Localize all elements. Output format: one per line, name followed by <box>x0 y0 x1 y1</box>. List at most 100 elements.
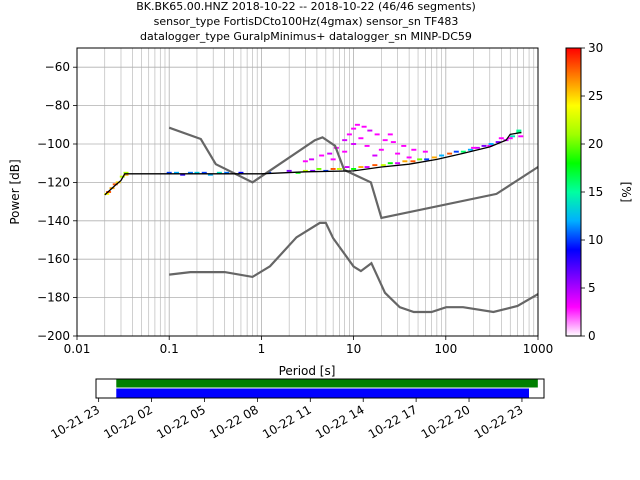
mode-line <box>104 131 522 196</box>
psd-cell <box>378 148 384 151</box>
psd-cell <box>266 171 272 174</box>
psd-cell <box>351 143 357 145</box>
title-line-2: sensor_type FortisDCto100Hz(4gmax) senso… <box>154 15 459 28</box>
timeline-ticks: 10-21 23 10-22 02 10-22 05 10-22 08 10-22 11… <box>48 398 525 442</box>
psd-cell <box>174 171 180 174</box>
psd-cell <box>119 175 125 178</box>
timeline-tick-label: 10-22 02 <box>101 402 155 441</box>
psd-cell <box>166 171 172 174</box>
psd-cell <box>123 171 129 174</box>
psd-cell <box>330 168 336 170</box>
psd-cell <box>510 135 516 138</box>
psd-cell <box>346 133 352 136</box>
x-tick-label: 0.1 <box>160 342 179 356</box>
psd-cell <box>401 144 407 147</box>
psd-cell <box>410 160 416 163</box>
psd-cell <box>367 129 373 132</box>
psd-cell <box>112 183 118 186</box>
psd-cell <box>417 158 423 161</box>
psd-cell <box>411 148 417 151</box>
y-tick-label: −60 <box>45 60 70 74</box>
timeline-bars <box>116 379 538 398</box>
psd-cell <box>516 129 522 132</box>
psd-cell <box>286 169 292 172</box>
psd-cell <box>342 150 348 153</box>
colorbar-tick-label: 10 <box>588 233 603 247</box>
x-tick-label: 100 <box>434 342 457 356</box>
psd-cell <box>310 169 316 172</box>
timeline-tick-label: 10-22 17 <box>366 402 420 441</box>
psd-cell <box>302 160 308 163</box>
psd-cell <box>364 166 370 168</box>
psd-cell <box>495 141 501 144</box>
psd-cell <box>295 171 301 174</box>
timeline-bar <box>116 379 538 388</box>
colorbar-tick-label: 25 <box>588 89 603 103</box>
psd-cell <box>382 139 388 142</box>
y-tick-label: −100 <box>37 137 70 151</box>
psd-cell <box>518 135 524 138</box>
timeline-frame <box>95 378 545 399</box>
timeline-tick-label: 10-22 23 <box>472 402 526 441</box>
psd-cell <box>387 133 393 136</box>
psd-cell <box>123 173 129 176</box>
psd-cell <box>507 137 513 140</box>
timeline-tick-label: 10-22 11 <box>260 402 314 441</box>
high-noise-model-line <box>168 126 538 220</box>
colorbar-tick-label: 0 <box>588 329 596 343</box>
y-tick-label: −120 <box>37 175 70 189</box>
psd-cell <box>402 160 408 163</box>
timeline-plot: 10-21 23 10-22 02 10-22 05 10-22 08 10-22 11… <box>48 378 545 442</box>
psd-cell <box>330 158 336 161</box>
psd-cell <box>309 158 315 161</box>
psd-cell <box>488 143 494 145</box>
y-axis-label: Power [dB] <box>8 159 22 224</box>
timeline-bar <box>116 388 530 398</box>
psd-cell <box>238 171 244 174</box>
psd-cell <box>358 166 364 168</box>
colorbar-gradient <box>565 47 582 337</box>
x-tick-label: 0.01 <box>64 342 91 356</box>
psd-cell <box>395 152 401 155</box>
psd-cell <box>481 144 487 147</box>
psd-cell <box>358 137 364 140</box>
y-axis-ticks: −200 −180 −160 −140 −120 −100 −80 −60 <box>37 60 77 343</box>
x-tick-label: 10 <box>346 342 361 356</box>
mode-curve <box>104 131 522 196</box>
timeline-tick-label: 10-22 20 <box>419 402 473 441</box>
x-axis-ticks: 0.01 0.1 1 10 100 1000 <box>64 336 553 356</box>
psd-cell <box>422 150 428 153</box>
y-tick-label: −80 <box>45 99 70 113</box>
psd-cell <box>453 150 459 153</box>
psd-cell <box>207 173 213 176</box>
timeline-tick-label: 10-21 23 <box>48 402 102 441</box>
psd-cell <box>354 123 360 126</box>
colorbar-ticks: 0 5 10 15 20 25 30 <box>581 41 603 343</box>
plot-frame <box>76 47 539 337</box>
y-tick-label: −140 <box>37 214 70 228</box>
psd-cell <box>319 154 325 157</box>
psd-cell <box>447 152 453 155</box>
psd-cell <box>474 146 480 149</box>
plot-background <box>77 48 538 336</box>
psd-plot: 0.01 0.1 1 10 100 1000 −200 −180 −160 −140 −120 −1… <box>8 47 553 378</box>
colorbar-tick-label: 30 <box>588 41 603 55</box>
psd-cell <box>424 158 430 161</box>
psd-cell <box>460 150 466 153</box>
psd-cell <box>395 162 401 165</box>
y-tick-label: −160 <box>37 252 70 266</box>
timeline-tick-label: 10-22 14 <box>313 402 367 441</box>
colorbar-label: [%] <box>619 182 633 203</box>
psd-cell <box>336 168 342 170</box>
psd-cell <box>344 166 350 168</box>
noise-models <box>168 126 538 314</box>
psd-cell <box>372 154 378 157</box>
psd-cell <box>187 171 193 174</box>
psd-cell <box>372 164 378 167</box>
psd-cell <box>194 171 200 174</box>
psd-cell <box>302 169 308 172</box>
psd-cell <box>342 139 348 142</box>
x-tick-label: 1 <box>258 342 266 356</box>
grid <box>77 48 538 336</box>
